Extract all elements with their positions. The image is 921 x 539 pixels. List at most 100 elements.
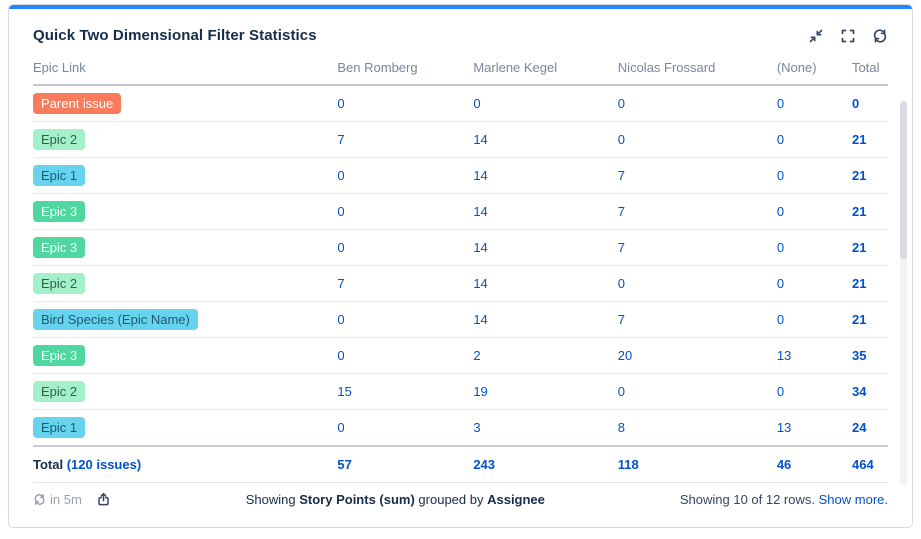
stat-value-link[interactable]: 0: [776, 204, 785, 219]
total-value-link[interactable]: 464: [852, 456, 874, 472]
table-row: Epic 1 0 3 8 13 24: [33, 410, 888, 447]
stat-value-link[interactable]: 19: [473, 384, 488, 399]
stat-cell: 0: [337, 410, 473, 447]
table-row: Parent issue 0 0 0 0 0: [33, 85, 888, 122]
stat-value-link[interactable]: 21: [852, 312, 867, 327]
stat-value-link[interactable]: 0: [337, 420, 345, 435]
stat-value-link[interactable]: 0: [776, 96, 785, 111]
stat-value-link[interactable]: 0: [337, 204, 345, 219]
table-scrollbar[interactable]: [900, 101, 907, 485]
stat-value-link[interactable]: 0: [337, 312, 345, 327]
row-total-cell: 21: [852, 301, 888, 338]
stat-value-link[interactable]: 0: [776, 276, 785, 291]
stat-value-link[interactable]: 14: [473, 168, 488, 183]
stat-value-link[interactable]: 13: [776, 348, 792, 363]
stat-value-link[interactable]: 0: [617, 384, 626, 399]
stat-value-link[interactable]: 0: [617, 276, 626, 291]
stat-value-link[interactable]: 0: [617, 96, 626, 111]
stat-value-link[interactable]: 7: [617, 168, 626, 183]
column-header: Nicolas Frossard: [617, 54, 777, 86]
show-more-link[interactable]: Show more.: [818, 491, 888, 507]
table-body: Parent issue 0 0 0 0 0 Epic 2 7 14 0 0 21 Epic 1 0 14 7…: [33, 85, 888, 446]
stat-value-link[interactable]: 35: [852, 348, 867, 363]
stat-value-link[interactable]: 2: [473, 348, 481, 363]
row-total-cell: 21: [852, 229, 888, 266]
total-row: Total (120 issues) 57 243 118 46 464: [33, 445, 888, 483]
stat-cell: 0: [776, 193, 853, 230]
stat-value-link[interactable]: 0: [776, 132, 785, 147]
stat-value-link[interactable]: 7: [337, 276, 345, 291]
stat-cell: 0: [337, 157, 474, 194]
stat-value-link[interactable]: 13: [776, 420, 792, 435]
stat-cell: 7: [617, 301, 777, 338]
stat-cell: 20: [617, 337, 777, 374]
stat-value-link[interactable]: 14: [473, 240, 488, 255]
stat-value-link[interactable]: 0: [473, 96, 481, 111]
stat-value-link[interactable]: 0: [337, 168, 345, 183]
stat-value-link[interactable]: 21: [852, 276, 867, 291]
accent-bar: [9, 5, 912, 9]
stat-value-link[interactable]: 34: [852, 384, 867, 399]
stat-value-link[interactable]: 7: [617, 204, 626, 219]
footer-right: Showing 10 of 12 rows. Show more.: [680, 492, 888, 507]
stat-value-link[interactable]: 0: [776, 168, 785, 183]
stat-value-link[interactable]: 14: [473, 132, 488, 147]
column-header: (None): [776, 54, 853, 86]
stat-value-link[interactable]: 0: [617, 132, 626, 147]
column-header: Total: [852, 54, 888, 86]
stat-cell: 0: [337, 229, 474, 266]
refresh-icon[interactable]: [872, 28, 888, 44]
total-issue-count-link[interactable]: (120 issues): [66, 456, 142, 472]
stat-value-link[interactable]: 15: [337, 384, 352, 399]
table-row: Epic 2 15 19 0 0 34: [33, 373, 888, 410]
stat-value-link[interactable]: 21: [852, 168, 867, 183]
stat-cell: 13: [776, 337, 853, 374]
stat-value-link[interactable]: 20: [617, 348, 633, 363]
row-total-cell: 21: [852, 265, 888, 302]
stat-cell: 13: [777, 410, 852, 447]
minimize-icon[interactable]: [808, 28, 824, 44]
stat-value-link[interactable]: 0: [776, 384, 785, 399]
share-icon[interactable]: [96, 492, 111, 507]
stat-value-link[interactable]: 14: [473, 276, 488, 291]
stat-value-link[interactable]: 7: [617, 240, 626, 255]
total-value-link[interactable]: 46: [776, 456, 792, 472]
epic-label-cell: Parent issue: [33, 85, 338, 122]
epic-label-cell: Epic 1: [33, 157, 338, 194]
statistics-table: Epic Link Ben Romberg Marlene Kegel Nicolas…: [33, 54, 888, 483]
refresh-timer-icon[interactable]: [33, 493, 46, 506]
total-value-link[interactable]: 57: [337, 456, 352, 472]
stat-value-link[interactable]: 7: [617, 312, 626, 327]
total-value-link[interactable]: 243: [473, 456, 496, 472]
expand-icon[interactable]: [840, 28, 856, 44]
stat-cell: 0: [337, 337, 474, 374]
epic-label-cell: Epic 3: [33, 337, 338, 374]
stat-value-link[interactable]: 21: [852, 240, 867, 255]
stat-value-link[interactable]: 0: [337, 96, 345, 111]
stat-cell: 0: [617, 85, 777, 122]
stat-value-link[interactable]: 0: [337, 348, 345, 363]
stat-value-link[interactable]: 24: [852, 420, 867, 435]
statistics-table-wrap: Epic Link Ben Romberg Marlene Kegel Nicolas…: [9, 54, 912, 483]
stat-value-link[interactable]: 8: [617, 420, 626, 435]
stat-value-link[interactable]: 7: [337, 132, 345, 147]
stat-value-link[interactable]: 0: [776, 312, 785, 327]
row-total-cell: 35: [852, 337, 888, 374]
stat-cell: 7: [337, 121, 474, 158]
row-total-cell: 21: [852, 157, 888, 194]
stat-value-link[interactable]: 21: [852, 204, 867, 219]
table-scrollbar-thumb[interactable]: [900, 101, 907, 259]
total-value-link[interactable]: 118: [617, 456, 639, 472]
page-title: Quick Two Dimensional Filter Statistics: [33, 27, 317, 44]
stat-value-link[interactable]: 3: [473, 420, 481, 435]
refresh-countdown: in 5m: [33, 492, 82, 507]
stat-value-link[interactable]: 0: [776, 240, 785, 255]
stat-value-link[interactable]: 14: [473, 204, 488, 219]
stat-cell: 8: [618, 410, 777, 447]
stat-value-link[interactable]: 21: [852, 132, 867, 147]
stat-value-link[interactable]: 0: [337, 240, 345, 255]
stat-cell: 0: [776, 157, 853, 194]
table-row: Epic 3 0 14 7 0 21: [33, 193, 888, 230]
stat-value-link[interactable]: 0: [852, 96, 860, 111]
stat-value-link[interactable]: 14: [473, 312, 488, 327]
